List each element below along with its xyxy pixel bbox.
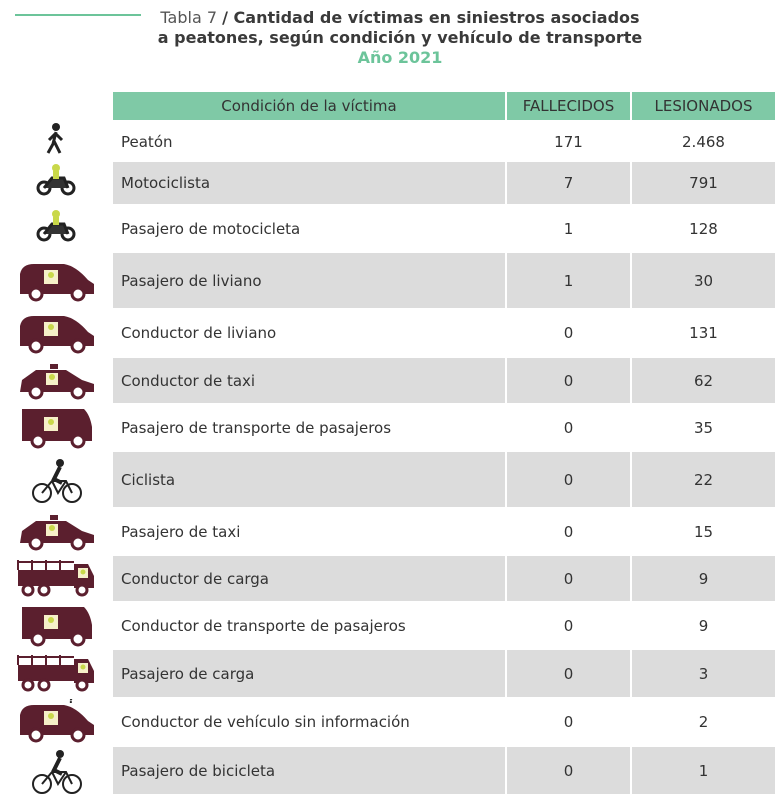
lesionados-cell: 791 (632, 162, 775, 204)
vehicle-icon (22, 606, 92, 646)
column-header: FALLECIDOS (507, 92, 630, 120)
row-label: Ciclista (113, 452, 505, 507)
row-label: Pasajero de bicicleta (113, 747, 505, 794)
fallecidos-cell: 171 (554, 132, 583, 151)
lesionados-cell: 3 (632, 650, 775, 697)
lesionados-cell: 9 (698, 616, 709, 635)
lesionados-cell: 2.468 (682, 132, 725, 151)
vehicle-icon (36, 209, 76, 241)
vehicle-icon: ? (20, 699, 94, 743)
fallecidos-cell: 0 (563, 713, 574, 731)
column-header: LESIONADOS (632, 92, 775, 120)
row-label: Conductor de vehículo sin información (121, 713, 410, 731)
vehicle-icon (17, 654, 94, 691)
vehicle-icon (46, 122, 64, 154)
lesionados-cell: 131 (689, 324, 718, 342)
lesionados-cell: 30 (632, 253, 775, 308)
row-label: Conductor de carga (113, 556, 505, 601)
title-line: / Cantidad de víctimas en siniestros aso… (222, 8, 640, 27)
lesionados-cell: 15 (693, 522, 714, 541)
table-number: Tabla 7 (160, 8, 218, 27)
fallecidos-cell: 0 (507, 556, 630, 601)
fallecidos-cell: 0 (563, 324, 574, 342)
vehicle-icon (20, 363, 94, 399)
fallecidos-cell: 7 (507, 162, 630, 204)
fallecidos-cell: 0 (507, 452, 630, 507)
vehicle-icon (17, 559, 94, 596)
lesionados-cell: 22 (632, 452, 775, 507)
lesionados-cell: 2 (698, 713, 709, 731)
vehicle-icon (20, 263, 94, 301)
vehicle-icon (32, 458, 82, 503)
row-label: Motociclista (113, 162, 505, 204)
vehicle-icon (22, 408, 92, 448)
fallecidos-cell: 0 (507, 358, 630, 403)
row-label: Pasajero de taxi (121, 522, 241, 541)
column-header: Condición de la víctima (113, 92, 505, 120)
title: Tabla 7 / Cantidad de víctimas en sinies… (0, 8, 780, 68)
vehicle-icon (36, 164, 76, 196)
row-label: Conductor de taxi (113, 358, 505, 403)
row-label: Peatón (121, 132, 173, 151)
fallecidos-cell: 0 (563, 522, 574, 541)
fallecidos-cell: 0 (563, 616, 574, 635)
lesionados-cell: 62 (632, 358, 775, 403)
vehicle-icon (20, 514, 94, 550)
fallecidos-cell: 1 (563, 219, 574, 238)
lesionados-cell: 9 (632, 556, 775, 601)
row-label: Pasajero de transporte de pasajeros (121, 418, 392, 437)
vehicle-icon (20, 316, 94, 354)
row-label: Pasajero de carga (113, 650, 505, 697)
fallecidos-cell: 0 (507, 747, 630, 794)
row-label: Conductor de transporte de pasajeros (121, 616, 406, 635)
vehicle-icon (32, 749, 82, 794)
lesionados-cell: 128 (689, 219, 718, 238)
row-label: Pasajero de liviano (113, 253, 505, 308)
lesionados-cell: 1 (632, 747, 775, 794)
title-line: a peatones, según condición y vehículo d… (157, 28, 643, 47)
row-label: Conductor de liviano (121, 324, 277, 342)
fallecidos-cell: 0 (507, 650, 630, 697)
fallecidos-cell: 1 (507, 253, 630, 308)
row-label: Pasajero de motocicleta (121, 219, 301, 238)
lesionados-cell: 35 (693, 418, 714, 437)
decor-line (15, 14, 141, 16)
year: Año 2021 (357, 48, 443, 67)
fallecidos-cell: 0 (563, 418, 574, 437)
svg-text:?: ? (68, 699, 74, 706)
